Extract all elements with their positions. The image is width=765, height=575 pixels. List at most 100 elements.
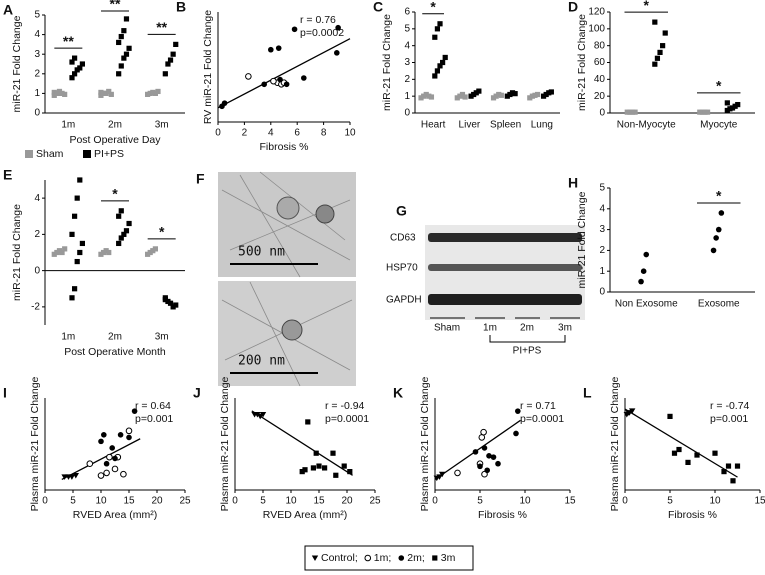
point — [715, 226, 722, 233]
fit-line — [434, 419, 521, 481]
x-tick-label: 10 — [709, 496, 721, 507]
x-tick-label: 2m — [108, 120, 122, 131]
y-axis-label: miR-21 Fold Change — [11, 15, 23, 112]
point — [439, 471, 446, 478]
y-axis-label: miR-21 Fold Change — [11, 204, 23, 301]
point — [341, 463, 347, 469]
point — [495, 460, 501, 467]
point — [476, 88, 482, 94]
panel-label: E — [3, 167, 12, 183]
point — [437, 21, 443, 27]
point — [735, 101, 741, 108]
x-tick-label: 3m — [155, 332, 169, 343]
x-tick-label: 2 — [242, 128, 248, 139]
stat-label: p=0.001 — [710, 413, 748, 425]
y-tick-label: 100 — [588, 23, 605, 34]
sig-label: ** — [110, 0, 121, 12]
point — [106, 249, 112, 256]
point — [498, 92, 504, 98]
x-tick-label: 5 — [260, 496, 266, 507]
point — [322, 465, 328, 471]
stat-label: r = 0.64 — [135, 400, 171, 412]
point — [74, 195, 80, 201]
point — [662, 30, 668, 36]
fit-line — [251, 410, 353, 476]
scale-label: 200 nm — [238, 354, 285, 369]
lane-label: Sham — [434, 323, 460, 334]
point — [69, 75, 75, 81]
point — [335, 24, 341, 31]
point — [131, 408, 138, 414]
point — [112, 455, 118, 462]
band — [428, 264, 582, 271]
panel-label: B — [176, 0, 186, 15]
point — [254, 412, 261, 418]
point — [106, 453, 113, 461]
panel-label: K — [393, 385, 403, 401]
point — [77, 65, 83, 71]
y-tick-label: 4 — [404, 40, 410, 51]
point — [654, 55, 661, 61]
point — [109, 445, 115, 451]
x-axis-label: Fibrosis % — [478, 509, 527, 521]
x-tick-label: 25 — [369, 496, 381, 507]
point — [734, 463, 741, 469]
y-tick-label: 5 — [599, 183, 605, 194]
point — [69, 231, 75, 237]
x-tick-label: 0 — [432, 496, 438, 507]
x-tick-label: 10 — [519, 496, 531, 507]
legend-marker — [364, 554, 372, 562]
point — [101, 432, 107, 438]
point — [625, 410, 632, 416]
x-axis-label: Fibrosis % — [259, 141, 308, 153]
point — [676, 446, 682, 453]
y-tick-label: 5 — [404, 23, 410, 34]
point — [72, 55, 78, 61]
x-tick-label: 20 — [151, 496, 163, 507]
point — [333, 472, 339, 478]
y-axis-label: RV miR-21 Fold Change — [202, 10, 214, 124]
point — [106, 88, 112, 95]
panel-label: H — [568, 175, 578, 191]
point — [710, 247, 717, 254]
point — [162, 297, 168, 303]
x-tick-label: 8 — [321, 128, 327, 139]
point — [165, 61, 171, 67]
panel-label: L — [583, 385, 592, 401]
point — [79, 61, 85, 67]
x-axis-label: Fibrosis % — [668, 509, 717, 521]
x-tick-label: 0 — [215, 128, 221, 139]
point — [277, 76, 283, 83]
point — [638, 278, 644, 285]
x-axis-label: Post Operative Day — [69, 134, 161, 146]
y-tick-label: 20 — [594, 91, 606, 102]
point — [121, 28, 127, 34]
point — [54, 90, 60, 96]
panel-label: F — [196, 171, 205, 187]
point — [68, 474, 76, 480]
point — [643, 251, 650, 258]
point — [718, 210, 725, 216]
x-tick-label: 0 — [622, 496, 628, 507]
point — [62, 246, 68, 252]
y-axis-label: Plasma miR-21 Fold Change — [419, 376, 431, 511]
point — [103, 469, 110, 477]
x-tick-label: Spleen — [490, 120, 521, 131]
x-tick-label: 5 — [70, 496, 76, 507]
y-tick-label: 4 — [34, 193, 40, 204]
sig-label: ** — [156, 19, 167, 35]
point — [667, 413, 673, 419]
point — [730, 478, 736, 484]
y-axis-label: Plasma miR-21 Fold Change — [609, 376, 621, 511]
point — [77, 249, 83, 256]
point — [334, 50, 340, 56]
x-tick-label: 4 — [268, 128, 274, 139]
point — [121, 55, 127, 61]
point — [310, 465, 316, 471]
point — [428, 94, 435, 100]
point — [116, 71, 122, 77]
point — [481, 445, 488, 451]
point — [108, 91, 114, 97]
x-tick-label: Exosome — [698, 299, 740, 310]
